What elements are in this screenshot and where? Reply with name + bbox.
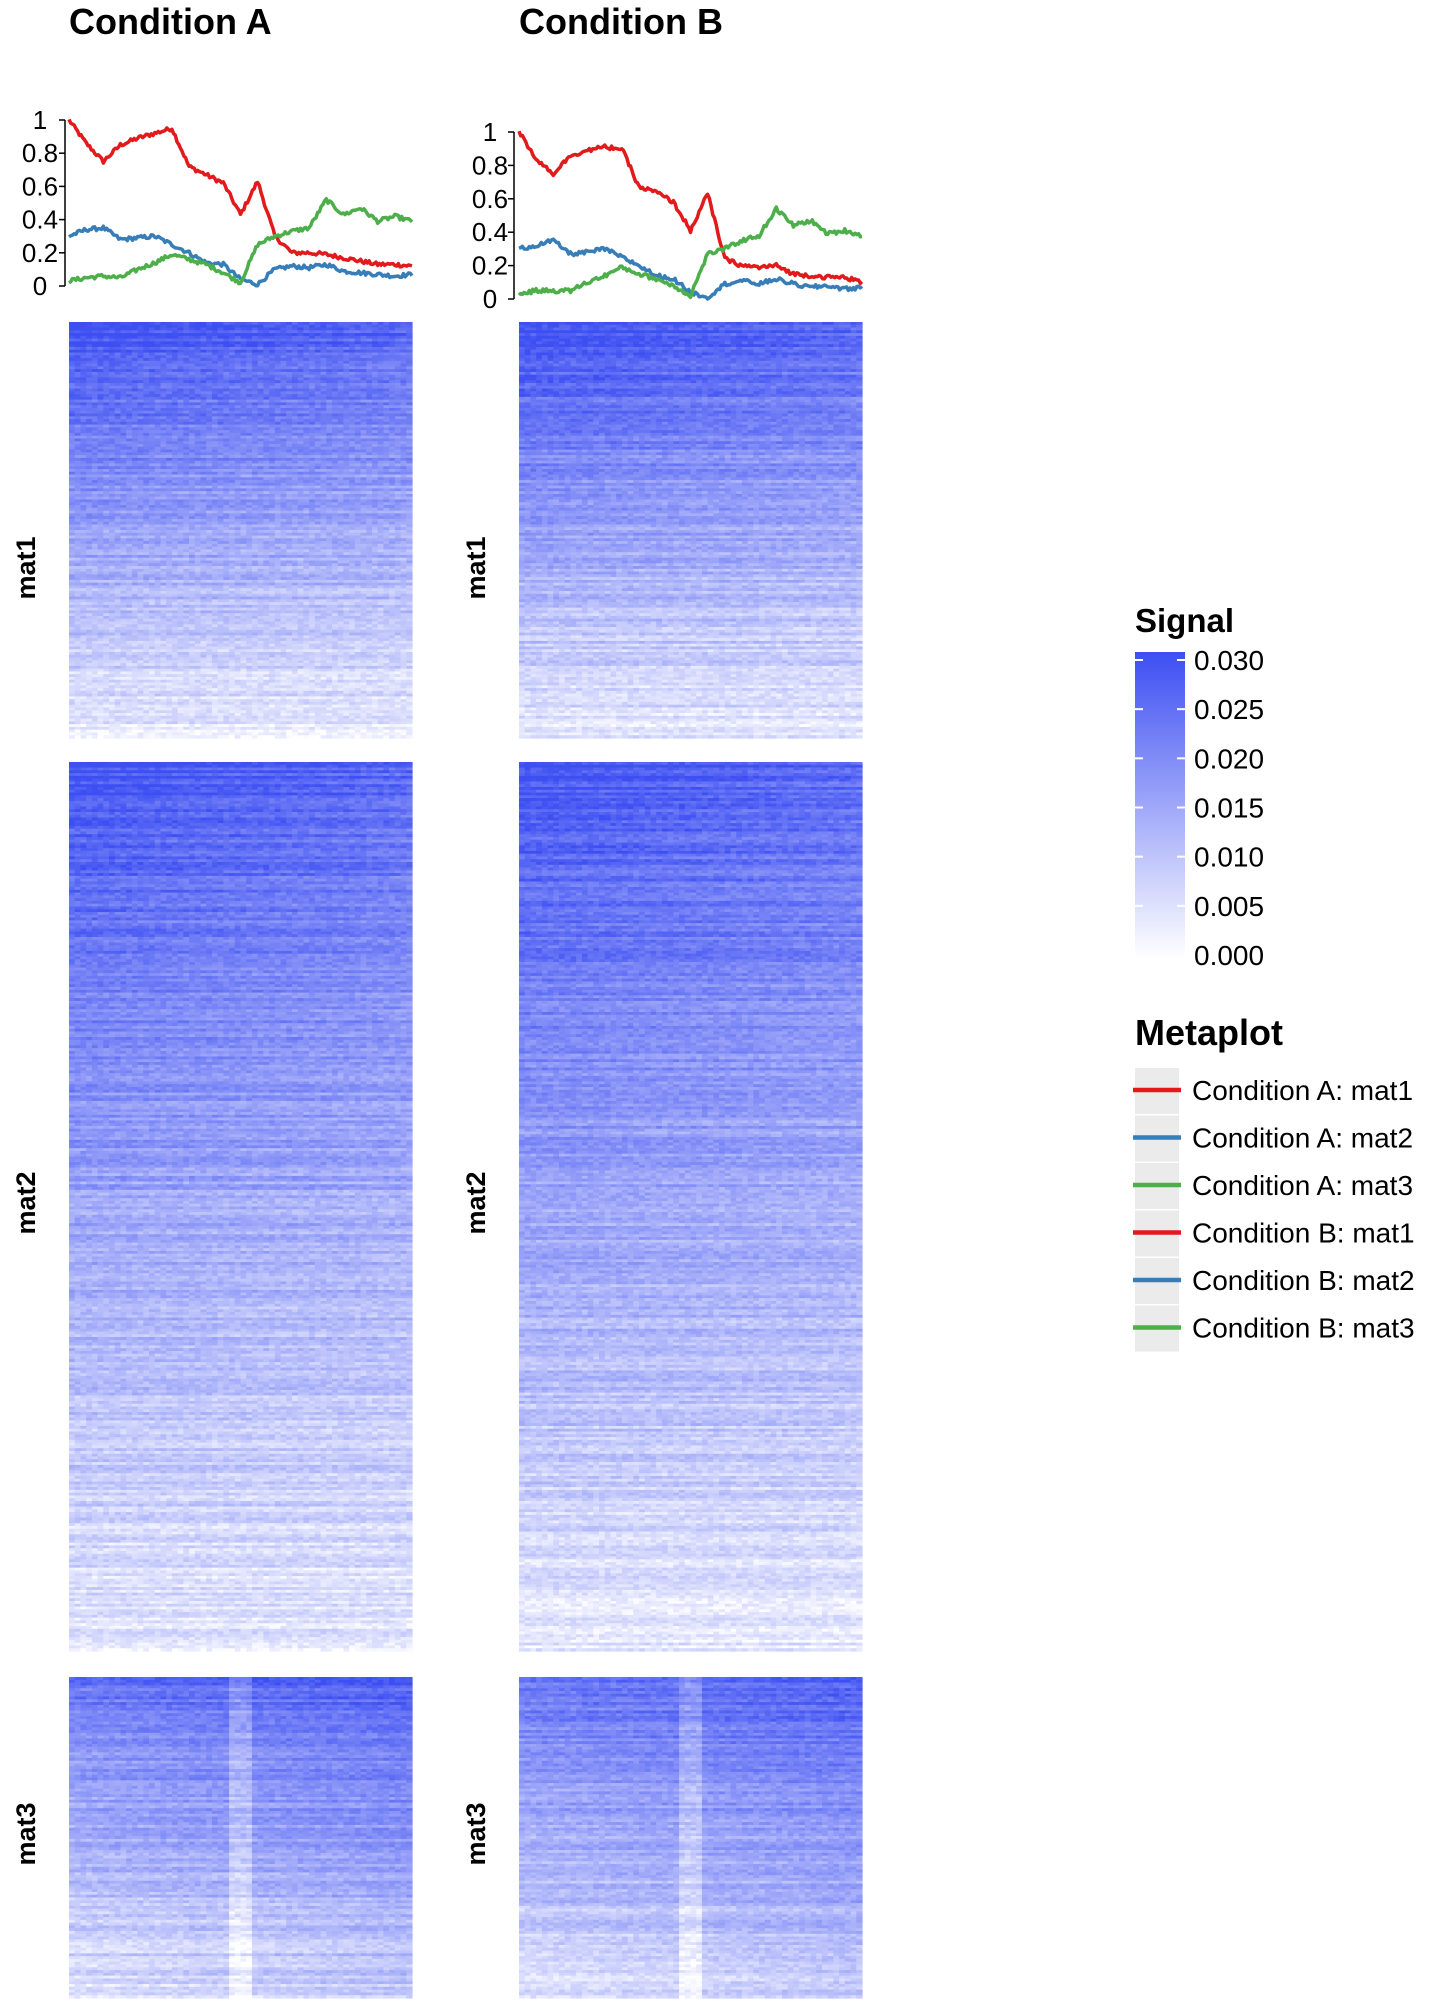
heatmap-block-mat1 — [69, 322, 413, 739]
metaplot-y-tick-label: 0.2 — [22, 238, 58, 268]
metaplot-line — [69, 119, 412, 267]
metaplot-y-tick-label: 0.8 — [22, 138, 58, 168]
metaplot-y-tick-label: 1 — [33, 105, 47, 135]
panel-condition-a: Condition A 00.20.40.60.81 mat1 mat2 mat… — [11, 1, 413, 1999]
metaplot-y-tick-label: 0 — [33, 271, 47, 301]
metaplot-y-tick-label: 0.6 — [22, 171, 58, 201]
heatmap-blocks-condition-a — [69, 322, 413, 1999]
metaplot-y-tick-label: 0.4 — [22, 205, 58, 235]
metaplot-condition-a: 00.20.4 0.60.81 — [22, 105, 412, 301]
panel-title: Condition A — [69, 1, 272, 42]
